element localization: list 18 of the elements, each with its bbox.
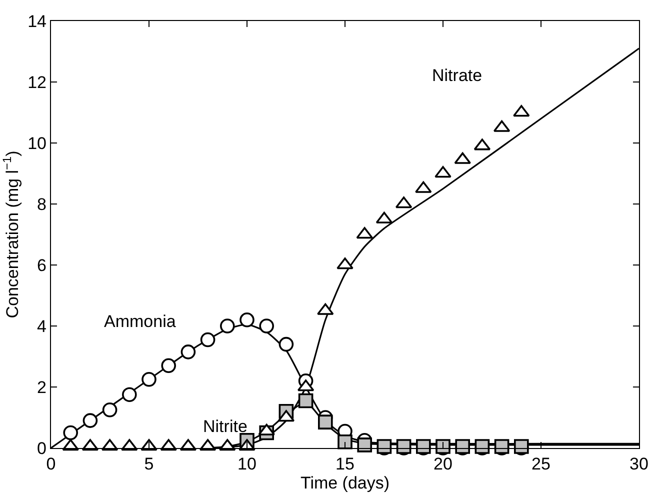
y-tick-label: 4 xyxy=(37,316,46,336)
series-label: Ammonia xyxy=(104,312,176,331)
x-tick-label: 30 xyxy=(630,454,648,474)
x-tick-label: 15 xyxy=(336,454,354,474)
x-tick-label: 25 xyxy=(532,454,550,474)
y-tick-label: 6 xyxy=(37,256,46,275)
x-tick-label: 10 xyxy=(238,454,256,474)
x-tick-label: 20 xyxy=(434,454,452,474)
text: Nitrate xyxy=(432,66,482,85)
x-tick-label: 5 xyxy=(144,454,154,474)
y-tick-label: 10 xyxy=(28,134,46,153)
y-tick-label: 12 xyxy=(28,72,46,92)
x-axis-title: Time (days) xyxy=(300,474,390,492)
y-tick-label: 14 xyxy=(28,12,46,31)
y-tick-label: 0 xyxy=(37,438,46,458)
y-tick-label: 8 xyxy=(37,194,46,214)
series-label: Nitrite xyxy=(203,417,248,436)
y-tick-label: 2 xyxy=(37,378,46,397)
